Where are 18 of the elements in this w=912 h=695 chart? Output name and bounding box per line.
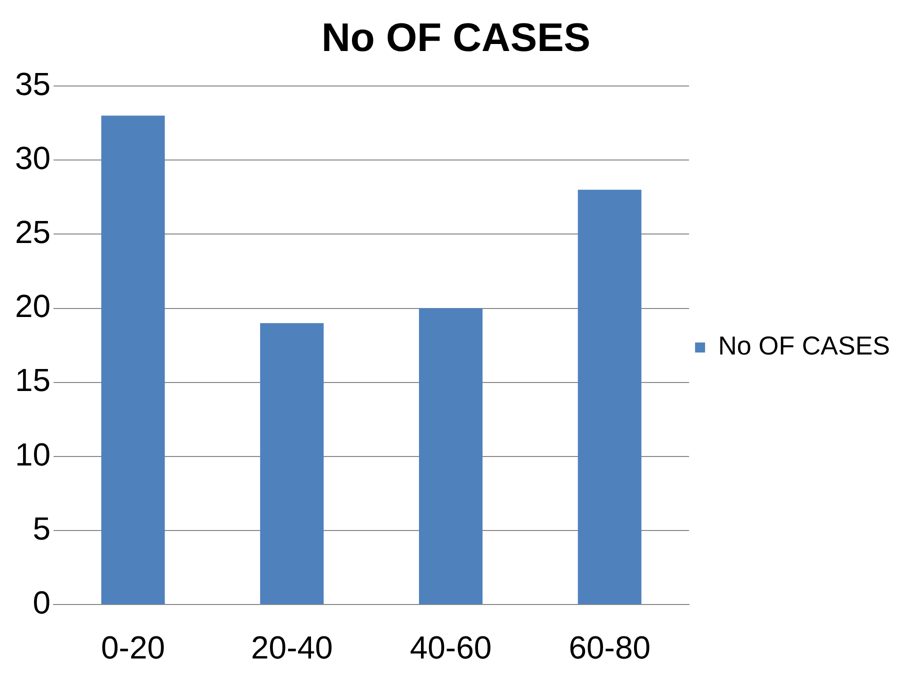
bar (418, 308, 483, 604)
legend-label: No OF CASES (718, 330, 890, 361)
bar (101, 116, 165, 604)
y-tick-label: 0 (32, 584, 51, 620)
y-tick-label: 30 (15, 140, 51, 176)
y-tick-label: 35 (15, 66, 51, 102)
x-tick-label: 0-20 (101, 630, 166, 666)
y-tick-label: 10 (15, 436, 51, 472)
x-tick-label: 40-60 (410, 630, 492, 666)
y-tick-label: 25 (15, 214, 51, 250)
x-tick-label: 60-80 (568, 630, 651, 666)
y-tick-label: 20 (15, 288, 51, 324)
chart-title: No OF CASES (322, 16, 590, 60)
bar (260, 323, 324, 604)
bar (578, 190, 642, 604)
y-tick-label: 5 (32, 510, 51, 546)
x-tick-label: 20-40 (250, 630, 333, 666)
y-tick-label: 15 (15, 362, 51, 398)
